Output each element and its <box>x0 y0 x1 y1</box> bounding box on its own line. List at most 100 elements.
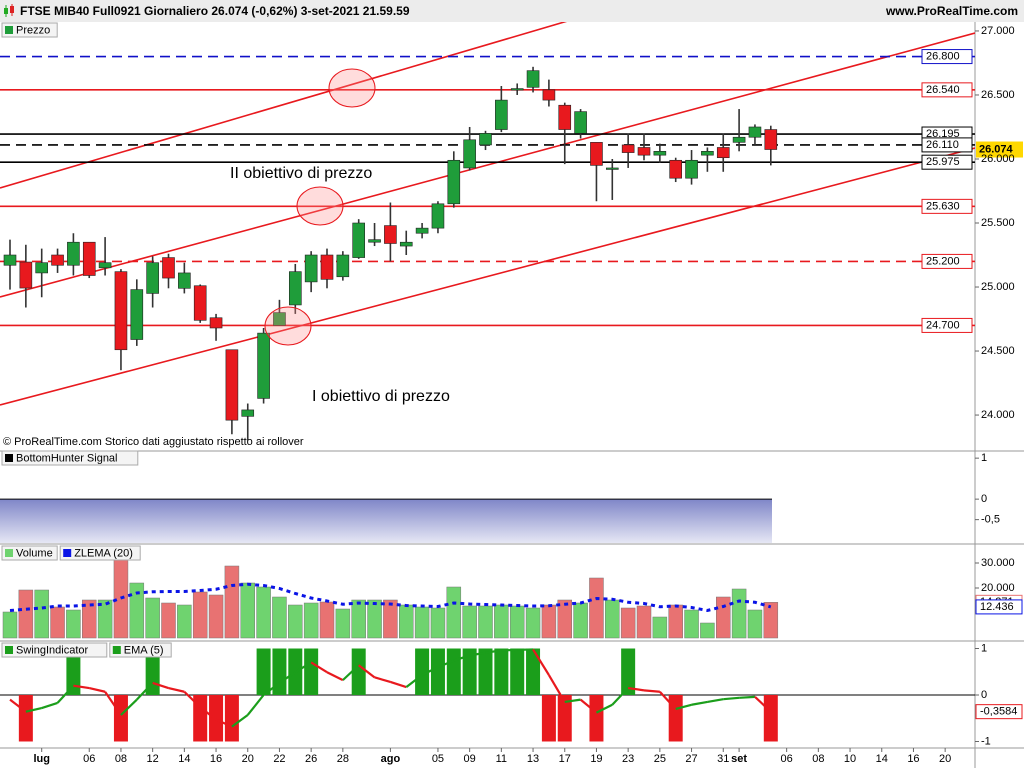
bar <box>478 605 493 639</box>
target-circle <box>328 68 376 108</box>
candle-body <box>3 254 17 266</box>
bar <box>129 582 145 639</box>
bar <box>303 602 319 639</box>
candle-body <box>621 144 635 153</box>
candle-body <box>241 409 255 417</box>
x-tick-label: 20 <box>939 753 951 765</box>
x-tick-label: set <box>731 753 747 765</box>
candle-body <box>732 136 746 143</box>
header-source: www.ProRealTime.com <box>885 4 1018 18</box>
last-value-box <box>975 704 1023 720</box>
candle-body <box>716 147 730 159</box>
bar <box>34 589 49 639</box>
axes: 24.000 24.500 25.000 25.500 26.000 26.500 27.0… <box>1 22 1015 765</box>
bar <box>145 597 160 639</box>
x-tick-label: 08 <box>812 753 824 765</box>
bar <box>192 591 208 639</box>
bar <box>525 607 541 639</box>
bar <box>573 602 588 639</box>
level-label-box <box>921 49 973 65</box>
legend-swatch <box>5 26 13 34</box>
candle-body <box>19 261 33 289</box>
ema-segment <box>437 659 455 669</box>
bar <box>66 609 81 639</box>
x-tick-label: 22 <box>273 753 285 765</box>
bar <box>509 605 525 639</box>
x-tick-label: ago <box>381 753 401 765</box>
app-icon <box>4 4 14 17</box>
ema-segment <box>56 684 75 704</box>
bar <box>494 648 509 695</box>
x-tick-label: 14 <box>876 753 888 765</box>
ema-segment <box>421 666 439 676</box>
legend-label: ZLEMA (20) <box>74 547 133 559</box>
bar <box>589 577 604 639</box>
x-tick-label: 14 <box>178 753 190 765</box>
ema-segment <box>215 718 233 728</box>
legend-box <box>1 545 58 561</box>
candle-body <box>637 147 651 156</box>
ema-segment <box>453 654 470 662</box>
candle-body <box>368 239 381 243</box>
header-bar <box>0 0 1024 22</box>
level-label: 26.195 <box>926 128 960 140</box>
y-tick-label: -0,5 <box>981 514 1000 526</box>
candle-body <box>495 99 508 130</box>
x-tick-label: 10 <box>844 753 856 765</box>
bar <box>526 648 541 695</box>
bar <box>731 588 747 639</box>
bar <box>700 622 715 639</box>
legend-label: EMA (5) <box>124 644 164 656</box>
legend-box <box>59 545 141 561</box>
x-tick-label: 06 <box>781 753 793 765</box>
x-tick-label: 13 <box>527 753 539 765</box>
copyright-note: © ProRealTime.com Storico dati aggiustat… <box>3 436 304 448</box>
header-title: FTSE MIB40 Full0921 Giornaliero 26.074 (… <box>20 4 410 18</box>
candle-body <box>273 312 286 326</box>
bar <box>335 608 351 639</box>
y-tick-label: 25.000 <box>981 281 1015 293</box>
y-tick-label: 30.000 <box>981 557 1015 569</box>
bar <box>446 586 462 639</box>
x-tick-label: lug <box>33 753 50 765</box>
ema-segment <box>120 698 138 716</box>
candle-body <box>67 241 80 266</box>
bar <box>620 607 636 639</box>
candle-body <box>209 317 223 329</box>
bar <box>510 648 525 695</box>
candle-body <box>463 139 476 169</box>
ema-segment <box>739 695 756 699</box>
ema-segment <box>675 703 692 711</box>
legend-label: Volume <box>16 547 53 559</box>
y-tick-label: 26.000 <box>981 153 1015 165</box>
target-circle <box>264 306 312 346</box>
candle-body <box>352 222 366 258</box>
bar <box>668 695 683 742</box>
legend-swatch <box>112 646 121 654</box>
candle-body <box>35 262 49 274</box>
candle-body <box>542 89 556 101</box>
bar <box>605 599 620 639</box>
x-tick-label: 16 <box>907 753 919 765</box>
y-tick-label: 0 <box>981 493 987 505</box>
candle-body <box>447 159 461 205</box>
bar <box>50 606 65 639</box>
ema-segment <box>595 703 613 714</box>
bar <box>113 695 128 742</box>
bar <box>224 565 240 639</box>
last-price-box <box>976 141 1023 158</box>
bar <box>541 695 556 742</box>
ema-segment <box>611 687 629 706</box>
bar <box>193 695 208 742</box>
bar <box>684 609 699 639</box>
legend-box <box>1 642 108 658</box>
ema-segment <box>262 682 281 696</box>
x-tick-label: 23 <box>622 753 634 765</box>
ema-segment <box>659 691 677 710</box>
x-tick-label: 11 <box>496 753 507 765</box>
bar <box>430 607 446 639</box>
x-tick-label: 06 <box>83 753 95 765</box>
legend-swatch <box>5 549 13 557</box>
y-tick-label: 1 <box>981 642 987 654</box>
